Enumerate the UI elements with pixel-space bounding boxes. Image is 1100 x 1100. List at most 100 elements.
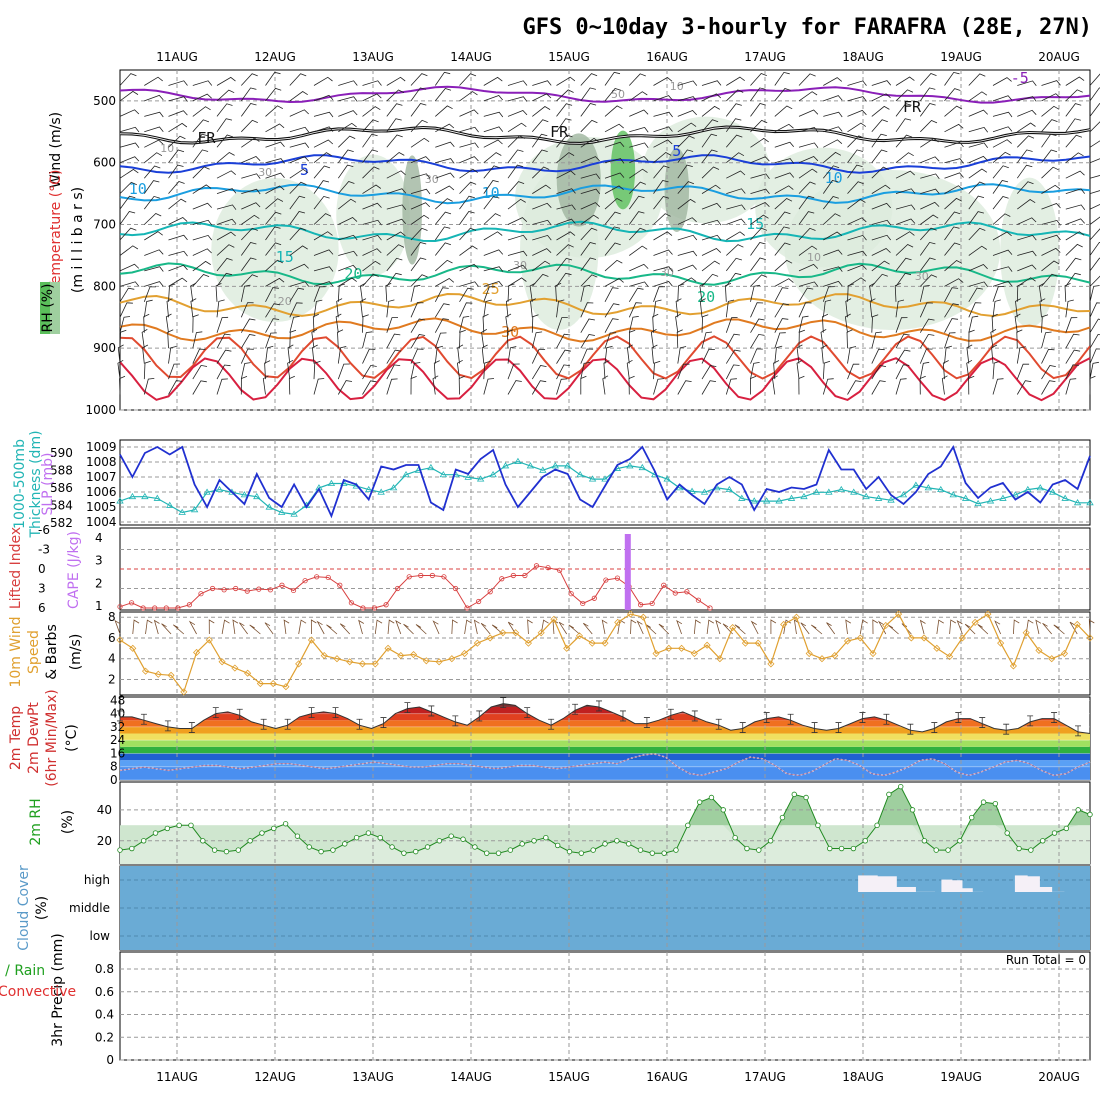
pressure-tick: 600 (93, 156, 116, 170)
wind10-barb (358, 619, 365, 635)
wind-barb (822, 360, 831, 380)
wind10-point (856, 634, 864, 642)
thickness-point (812, 488, 821, 495)
isotherm-line (119, 126, 1091, 144)
wind-barb (821, 344, 828, 364)
wind-barb (168, 135, 186, 148)
wind-barb (119, 90, 139, 102)
wind-barb (677, 164, 693, 179)
wind-barb (653, 111, 673, 118)
isotherm-label: FR (197, 129, 216, 147)
wind-barb (337, 346, 347, 364)
wind10-point (231, 664, 239, 672)
temp-minmax-bar (763, 712, 770, 723)
wind-barb (507, 110, 528, 117)
wind-barb (265, 185, 285, 194)
wind10-barb (1013, 619, 1020, 635)
rh2m-point (909, 807, 916, 813)
wind-barb (289, 281, 310, 287)
li-point (325, 574, 331, 581)
thickness-point (277, 508, 286, 515)
wind-barb (507, 277, 527, 287)
wind-barb (556, 378, 568, 395)
rh-contour-label: 20 (278, 295, 292, 308)
wind10-barb (617, 619, 626, 635)
wind-barb (604, 105, 623, 117)
wind-barb (750, 348, 763, 364)
wind-tick: 8 (108, 610, 116, 624)
wind-barb (944, 172, 964, 179)
wind-barb (919, 361, 930, 380)
rh2m-point (969, 814, 975, 821)
li-point (348, 600, 354, 606)
rh2m-point (803, 794, 809, 801)
rh-shading (1000, 177, 1059, 328)
slp-line (119, 444, 1091, 519)
slp-tick: 1004 (86, 515, 117, 529)
wind-barb (192, 314, 199, 333)
wind-barb (629, 109, 649, 117)
temp-bands (120, 703, 1090, 780)
wind-barb (532, 166, 550, 179)
wind-barb (288, 375, 295, 395)
rh2m-point (992, 800, 999, 807)
wind-barb (241, 274, 258, 287)
wind-barb (507, 80, 528, 86)
wind-barb (507, 198, 526, 210)
temp-minmax-bar (955, 712, 962, 723)
rh2m-point (377, 834, 383, 841)
wind-barb (580, 257, 597, 272)
wind-barb (166, 298, 173, 318)
temp-minmax-bar (236, 708, 243, 720)
rh2m-point (685, 822, 691, 829)
wind-barb (944, 287, 959, 302)
isotherm-label: 30 (501, 323, 519, 341)
wind10-point (563, 644, 571, 652)
wind-barb (531, 348, 546, 364)
dewpt-line (119, 753, 1091, 776)
wind-barb (628, 211, 645, 225)
rh2m-point (330, 847, 336, 853)
wind-barb (410, 73, 428, 86)
wind10-barb (374, 619, 383, 635)
wind-barb (871, 166, 889, 179)
wind-barb (968, 142, 989, 148)
wind-barb (1065, 118, 1081, 133)
wind-barb (433, 360, 440, 380)
thickness-point (215, 485, 224, 493)
wind-barb (289, 287, 305, 303)
wind-barb (871, 331, 882, 349)
wind10-point (703, 641, 711, 649)
cape-tick: 4 (95, 531, 103, 545)
wind-barb (362, 248, 382, 256)
wind-barb (556, 272, 572, 287)
wind-barb (798, 211, 815, 225)
wind-barb (992, 77, 1012, 86)
wind-barb (677, 217, 697, 225)
wind-barb (483, 213, 501, 225)
wind-barb (823, 77, 843, 86)
temp-band (120, 726, 1090, 734)
wind-barb (262, 375, 269, 395)
wind10-point (984, 610, 992, 618)
precip-total-label: Total / Rain (0, 963, 45, 979)
wind10-point (167, 671, 175, 679)
wind-barb (653, 360, 661, 380)
wind-barb (192, 119, 210, 133)
wind-barb (459, 227, 477, 241)
wind-barb (216, 272, 233, 287)
wind-barb (241, 173, 261, 179)
wind-barb (1038, 282, 1045, 302)
thickness-point (464, 473, 472, 480)
wind-barb (167, 329, 174, 349)
wind-barb (895, 317, 908, 333)
wind-barb (458, 375, 465, 395)
rh2m-point (850, 845, 857, 852)
thickness-point (439, 470, 448, 478)
li-point (371, 605, 378, 611)
rh2m-point (342, 841, 348, 847)
li-point (418, 572, 424, 579)
wind-barb (362, 119, 379, 133)
wind10-point (997, 639, 1005, 647)
wind10-point (614, 618, 622, 626)
